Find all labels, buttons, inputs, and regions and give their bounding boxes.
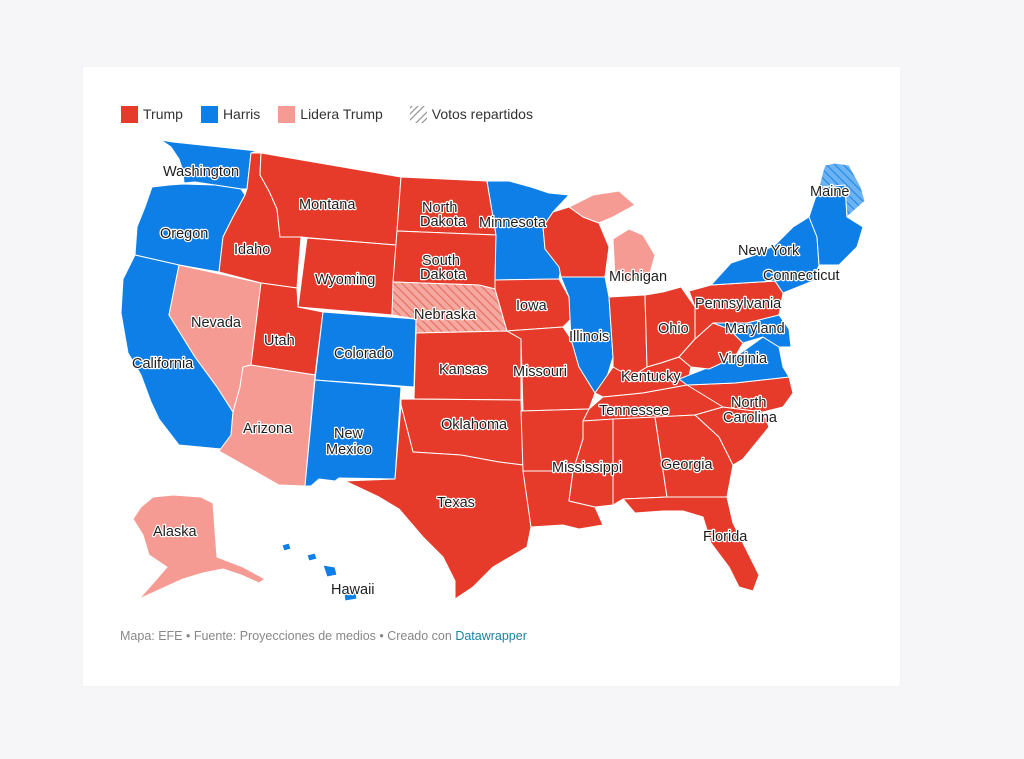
label-washington: Washington	[163, 164, 239, 180]
legend: Trump Harris Lidera Trump Votos repartid…	[121, 105, 551, 123]
legend-label: Trump	[143, 106, 183, 122]
legend-item-votos-repartidos: Votos repartidos	[409, 105, 533, 123]
state-new-mexico[interactable]	[304, 379, 402, 487]
state-pennsylvania[interactable]	[688, 280, 784, 340]
label-pennsylvania: Pennsylvania	[695, 296, 782, 312]
state-texas[interactable]	[344, 404, 532, 600]
label-new-mexico-1: New	[334, 426, 364, 442]
label-maine: Maine	[810, 184, 850, 200]
label-south-dakota-2: Dakota	[420, 267, 467, 283]
label-idaho: Idaho	[234, 242, 270, 258]
legend-label: Lidera Trump	[300, 106, 383, 122]
label-north-dakota-1: North	[422, 200, 457, 216]
legend-label: Votos repartidos	[431, 106, 533, 122]
label-california: California	[132, 356, 194, 372]
label-utah: Utah	[264, 333, 295, 349]
state-maryland[interactable]	[712, 314, 792, 348]
label-colorado: Colorado	[334, 346, 393, 362]
label-virginia: Virginia	[719, 351, 768, 367]
label-missouri: Missouri	[513, 364, 567, 380]
map-card: Trump Harris Lidera Trump Votos repartid…	[83, 67, 900, 686]
label-north-carolina-2: Carolina	[723, 410, 778, 426]
label-connecticut: Connecticut	[763, 268, 840, 284]
map-credits: Mapa: EFE • Fuente: Proyecciones de medi…	[120, 629, 527, 643]
label-new-mexico-2: Mexico	[326, 442, 372, 458]
label-texas: Texas	[437, 495, 475, 511]
state-florida[interactable]	[622, 496, 760, 592]
legend-item-trump: Trump	[121, 105, 183, 123]
state-michigan-lp[interactable]	[612, 228, 656, 284]
label-illinois: Illinois	[569, 329, 609, 345]
label-north-dakota-2: Dakota	[420, 214, 467, 230]
label-iowa: Iowa	[516, 298, 548, 314]
state-kansas[interactable]	[413, 330, 522, 401]
us-electoral-map: Washington Oregon California Nevada Idah…	[83, 67, 900, 627]
label-oregon: Oregon	[160, 226, 208, 242]
legend-item-lidera-trump: Lidera Trump	[278, 105, 383, 123]
state-hawaii[interactable]	[281, 542, 358, 602]
legend-item-harris: Harris	[200, 105, 261, 123]
label-arizona: Arizona	[243, 421, 293, 437]
label-michigan: Michigan	[609, 269, 667, 285]
label-maryland: Maryland	[725, 321, 785, 337]
label-wyoming: Wyoming	[315, 272, 375, 288]
datawrapper-link[interactable]: Datawrapper	[455, 629, 527, 643]
label-minnesota: Minnesota	[479, 215, 547, 231]
label-tennessee: Tennessee	[599, 403, 669, 419]
label-ohio: Ohio	[658, 321, 689, 337]
label-nevada: Nevada	[191, 315, 242, 331]
label-kentucky: Kentucky	[621, 369, 681, 385]
state-iowa[interactable]	[494, 278, 576, 332]
label-new-york: New York	[738, 243, 800, 259]
state-michigan-up[interactable]	[568, 190, 636, 224]
state-wisconsin[interactable]	[542, 206, 610, 278]
label-north-carolina-1: North	[731, 395, 766, 411]
legend-swatch-harris	[200, 105, 218, 123]
label-hawaii: Hawaii	[331, 582, 375, 598]
state-shapes	[120, 139, 866, 602]
label-kansas: Kansas	[439, 362, 487, 378]
state-alaska[interactable]	[132, 494, 266, 600]
label-south-dakota-1: South	[422, 253, 460, 269]
label-florida: Florida	[703, 529, 748, 545]
legend-label: Harris	[222, 106, 261, 122]
label-alaska: Alaska	[153, 524, 197, 540]
legend-swatch-lidera-trump	[278, 105, 296, 123]
legend-swatch-trump	[121, 105, 138, 123]
state-maine[interactable]	[818, 162, 866, 218]
state-virginia[interactable]	[678, 336, 790, 386]
legend-swatch-hatched	[409, 105, 427, 123]
credits-text: Mapa: EFE • Fuente: Proyecciones de medi…	[120, 629, 456, 643]
label-oklahoma: Oklahoma	[441, 417, 508, 433]
label-georgia: Georgia	[661, 457, 714, 473]
label-mississippi: Mississippi	[552, 460, 622, 476]
label-nebraska: Nebraska	[414, 307, 477, 323]
state-indiana[interactable]	[608, 294, 648, 378]
label-montana: Montana	[299, 197, 356, 213]
